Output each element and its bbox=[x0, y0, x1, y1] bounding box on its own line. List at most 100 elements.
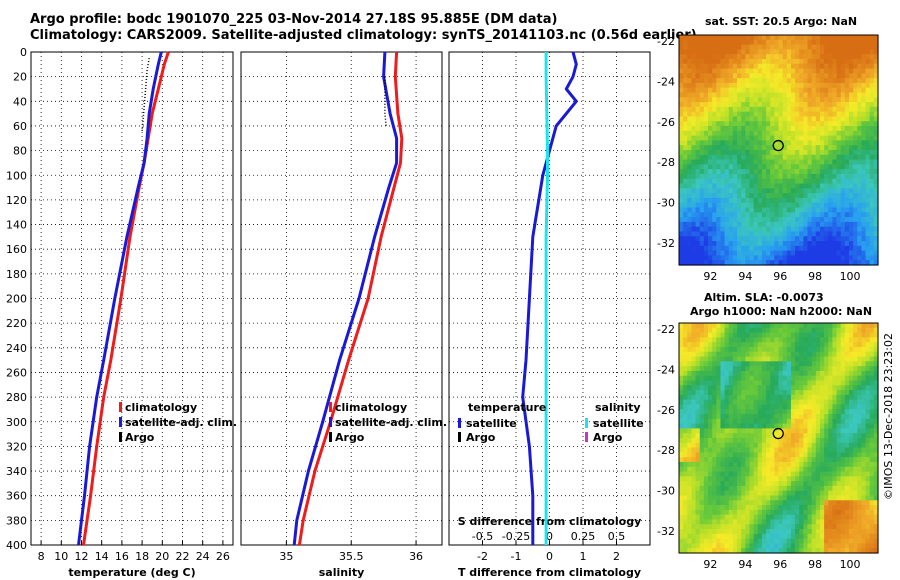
sst-map-cell bbox=[753, 44, 759, 50]
sla-map-cell bbox=[699, 519, 705, 525]
sla-map-cell bbox=[799, 394, 804, 401]
sla-map-cell bbox=[724, 452, 730, 458]
sst-map-cell bbox=[749, 202, 755, 209]
sst-map-cell bbox=[724, 197, 730, 204]
sla-map-cell bbox=[745, 337, 751, 343]
sst-map-cell bbox=[732, 188, 738, 194]
sla-map-cell bbox=[840, 529, 846, 535]
sla-map-cell bbox=[824, 447, 829, 453]
sla-map-cell bbox=[853, 447, 858, 453]
sst-map-cell bbox=[695, 164, 701, 170]
sst-map-cell bbox=[745, 126, 751, 132]
sla-map-cell bbox=[865, 342, 871, 348]
sst-map-cell bbox=[774, 39, 780, 46]
sla-map-cell bbox=[737, 399, 742, 406]
sla-map-cell bbox=[790, 356, 796, 362]
sla-map-cell bbox=[695, 346, 701, 353]
sst-map-cell bbox=[799, 178, 804, 185]
sst-map-cell bbox=[861, 106, 867, 113]
sst-map-cell bbox=[832, 245, 838, 252]
temperature-x-tick-label: 22 bbox=[176, 550, 190, 563]
sla-map-cell bbox=[766, 442, 771, 449]
sst-map-cell bbox=[749, 212, 755, 218]
sst-map-cell bbox=[865, 150, 871, 156]
sst-map-cell bbox=[840, 154, 846, 161]
sst-map-cell bbox=[687, 260, 693, 266]
sst-map-cell bbox=[873, 241, 879, 247]
depth-tick-label: 400 bbox=[6, 539, 27, 552]
sla-map-cell bbox=[857, 380, 863, 386]
sst-map-cell bbox=[873, 178, 879, 185]
sla-map-cell bbox=[824, 414, 829, 420]
sla-map-cell bbox=[708, 332, 713, 338]
sst-map-cell bbox=[683, 49, 688, 55]
sla-map-cell bbox=[720, 370, 726, 377]
sst-map-cell bbox=[848, 78, 854, 84]
sla-map-cell bbox=[687, 337, 693, 343]
sst-map-cell bbox=[848, 63, 854, 70]
sla-map-cell bbox=[724, 380, 730, 386]
sst-map-cell bbox=[865, 145, 871, 151]
sst-map-cell bbox=[741, 121, 746, 127]
sst-map-cell bbox=[766, 78, 771, 84]
sla-map-cell bbox=[848, 418, 854, 425]
sst-map-cell bbox=[703, 260, 709, 266]
sla-map-cell bbox=[861, 433, 867, 439]
sla-map-cell bbox=[699, 418, 705, 425]
sla-map-cell bbox=[753, 380, 759, 386]
sst-map-cell bbox=[737, 173, 742, 180]
sla-map-cell bbox=[778, 442, 784, 449]
sst-map-cell bbox=[828, 212, 833, 218]
sst-map-cell bbox=[708, 173, 713, 180]
sst-map-cell bbox=[757, 226, 763, 233]
sla-map-cell bbox=[803, 356, 809, 362]
sla-map-cell bbox=[745, 524, 751, 530]
sst-map-cell bbox=[848, 217, 854, 223]
sla-map-cell bbox=[819, 342, 825, 348]
sst-map-cell bbox=[861, 78, 867, 84]
sla-map-cell bbox=[795, 490, 800, 497]
sla-map-cell bbox=[853, 533, 858, 540]
sla-map-cell bbox=[770, 356, 775, 362]
sla-map-cell bbox=[811, 399, 817, 406]
sla-map-cell bbox=[761, 356, 767, 362]
sst-map-cell bbox=[741, 135, 746, 142]
sla-map-cell bbox=[766, 466, 771, 473]
sst-map-cell bbox=[869, 97, 875, 103]
sla-map-cell bbox=[790, 442, 796, 449]
sst-map-cell bbox=[795, 140, 800, 146]
sst-map-cell bbox=[770, 92, 775, 98]
sla-map-cell bbox=[695, 461, 701, 468]
sla-map-cell bbox=[819, 490, 825, 497]
sst-map-cell bbox=[720, 241, 726, 247]
sst-map-cell bbox=[840, 202, 846, 209]
sst-map-cell bbox=[807, 255, 813, 261]
sla-map-cell bbox=[699, 370, 705, 377]
sst-map-cell bbox=[807, 97, 813, 103]
sst-map-cell bbox=[761, 87, 767, 94]
sst-map-cell bbox=[795, 87, 800, 94]
sla-map-cell bbox=[716, 409, 722, 415]
sla-map-cell bbox=[844, 370, 850, 377]
sst-map-cell bbox=[840, 97, 846, 103]
sla-map-cell bbox=[712, 394, 717, 401]
sla-map-cell bbox=[708, 457, 713, 463]
sla-map-cell bbox=[766, 380, 771, 386]
sla-map-cell bbox=[782, 323, 788, 329]
sst-map-cell bbox=[803, 145, 809, 151]
sla-map-cell bbox=[699, 481, 705, 487]
sla-map-cell bbox=[873, 543, 879, 549]
sla-map-cell bbox=[790, 500, 796, 506]
sst-map-cell bbox=[865, 44, 871, 50]
sst-map-cell bbox=[844, 44, 850, 50]
sla-map-cell bbox=[766, 447, 771, 453]
sla-map-cell bbox=[728, 428, 734, 434]
sst-map-cell bbox=[857, 236, 863, 242]
sst-map-cell bbox=[761, 241, 767, 247]
sst-map-cell bbox=[782, 145, 788, 151]
sst-map-cell bbox=[728, 221, 734, 228]
sst-map-cell bbox=[807, 111, 813, 118]
sla-map-cell bbox=[720, 505, 726, 511]
sla-map-cell bbox=[803, 509, 809, 516]
sst-map-cell bbox=[720, 116, 726, 122]
